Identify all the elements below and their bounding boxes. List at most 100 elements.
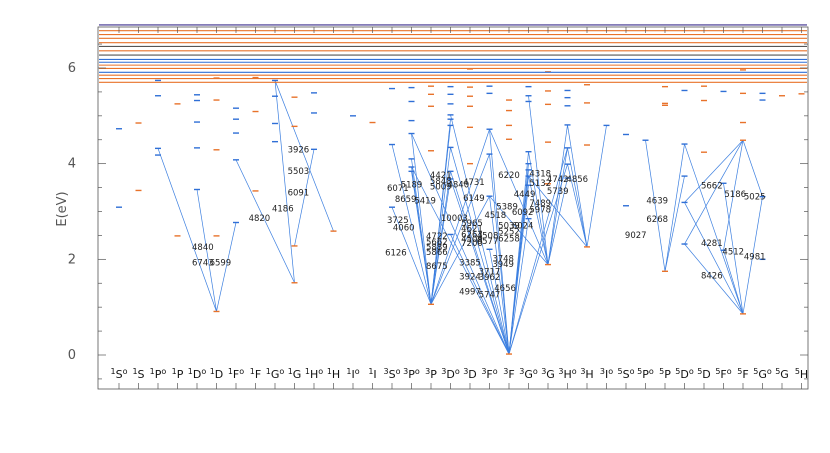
wavelength-label: 4509 — [461, 235, 483, 245]
term-label: 3Ho — [558, 367, 576, 381]
wavelength-label: 4318 — [529, 170, 551, 180]
transition-line — [528, 151, 549, 265]
wavelength-label: 6149 — [463, 194, 485, 204]
wavelength-label: 9027 — [625, 231, 647, 241]
transition-line — [528, 176, 549, 265]
transition-line — [430, 196, 490, 305]
wavelength-label: 4981 — [744, 252, 766, 262]
wavelength-label: 5025 — [744, 193, 766, 203]
axes: 0 2 4 6 — [68, 26, 809, 390]
wavelength-label: 4186 — [272, 205, 294, 215]
transition-line — [547, 124, 568, 265]
transition-line — [684, 143, 744, 314]
transition-line — [196, 189, 217, 312]
wavelength-label: 4731 — [463, 178, 485, 188]
wavelength-label: 4281 — [701, 239, 723, 249]
y-tick-label: 4 — [68, 157, 76, 172]
transition-line — [645, 140, 666, 272]
term-label: 3Do — [441, 367, 460, 381]
wavelength-label: 5662 — [426, 238, 448, 248]
wavelength-label: 5662 — [701, 182, 723, 192]
term-label: 1So — [111, 367, 128, 381]
transition-line — [547, 177, 568, 265]
wavelength-label: 5189 — [401, 181, 423, 191]
transition-line — [489, 129, 510, 355]
transition-line — [430, 178, 451, 305]
term-label: 1Do — [188, 367, 207, 381]
term-label: 3H — [580, 367, 593, 381]
term-label: 1G — [288, 367, 302, 381]
transition-line — [411, 133, 432, 305]
wavelength-label: 4449 — [514, 190, 536, 200]
wavelength-label: 3725 — [387, 216, 409, 226]
transition-line — [450, 178, 510, 355]
wavelength-label: 4621 — [461, 225, 483, 235]
term-label: 5Do — [675, 367, 694, 381]
transition-line — [489, 129, 549, 265]
wavelength-label: 5009 — [430, 182, 452, 192]
y-tick-label: 2 — [68, 252, 76, 267]
wavelength-label: 5965 — [461, 219, 483, 229]
transition-line — [450, 114, 510, 355]
wavelength-label: 3949 — [492, 260, 514, 270]
wavelength-label: 7200 — [461, 239, 483, 249]
wavelength-label: 5889 — [426, 243, 448, 253]
wavelength-label: 3926 — [288, 146, 310, 156]
transition-line — [567, 147, 588, 247]
term-label: 5G — [775, 367, 789, 381]
transition-line — [528, 95, 549, 265]
transition-line — [684, 140, 744, 245]
wavelength-label: 4518 — [485, 211, 507, 221]
transition-line — [411, 171, 432, 305]
term-label: 5F — [737, 367, 748, 381]
term-label: 3D — [463, 367, 477, 381]
term-label: 3Go — [519, 367, 538, 381]
wavelength-label: 4656 — [494, 284, 516, 294]
wavelength-label: 4820 — [249, 214, 271, 224]
wavelength-label: 6092 — [512, 208, 534, 218]
wavelength-label: 6743 — [192, 259, 214, 269]
term-label: 1Fo — [228, 367, 244, 381]
transition-line — [489, 154, 510, 355]
term-label: 5Po — [637, 367, 654, 381]
transition-line — [430, 125, 451, 305]
transition-line — [450, 171, 510, 355]
wavelength-label: 4742 — [547, 175, 569, 185]
term-label: 5Go — [753, 367, 772, 381]
term-label: 3G — [541, 367, 555, 381]
term-label: 1F — [250, 367, 261, 381]
transition-line — [508, 185, 529, 355]
transition-line — [684, 243, 744, 315]
term-label: 1Po — [150, 367, 167, 381]
wavelength-label: 4508 — [477, 231, 499, 241]
transition-line — [508, 147, 568, 355]
transition-line — [274, 80, 295, 283]
term-label: 1D — [210, 367, 224, 381]
wavelength-label: 5186 — [724, 190, 746, 200]
term-label: 3F — [503, 367, 514, 381]
transition-line — [723, 140, 744, 251]
wavelength-label: 8675 — [426, 262, 448, 272]
wavelength-label: 7489 — [529, 199, 551, 209]
transition-line — [157, 148, 217, 312]
transition-lines — [157, 80, 763, 355]
wavelength-label: 6126 — [385, 249, 407, 259]
y-tick-label: 0 — [68, 348, 76, 363]
transition-line — [450, 234, 510, 355]
wavelength-label: 6024 — [512, 222, 534, 232]
transition-line — [489, 249, 510, 355]
transition-line — [235, 159, 295, 283]
transition-line — [664, 144, 685, 272]
transition-line — [664, 176, 685, 272]
wavelength-label: 4722 — [426, 232, 448, 242]
wavelength-label: 5132 — [529, 179, 551, 189]
wavelength-label: 6263 — [461, 230, 483, 240]
plot-frame — [97, 26, 809, 390]
transition-line — [742, 140, 763, 197]
wavelength-label: 8426 — [701, 271, 723, 281]
term-labels: 1So 1S 1Po 1P 1Do 1D 1Fo 1F 1Go 1G 1Ho 1H 1Io 1I 3So 3P… — [111, 367, 809, 381]
term-label: 5So — [618, 367, 635, 381]
wavelength-label: 6577 — [477, 237, 499, 247]
wavelength-label: 3748 — [492, 255, 514, 265]
